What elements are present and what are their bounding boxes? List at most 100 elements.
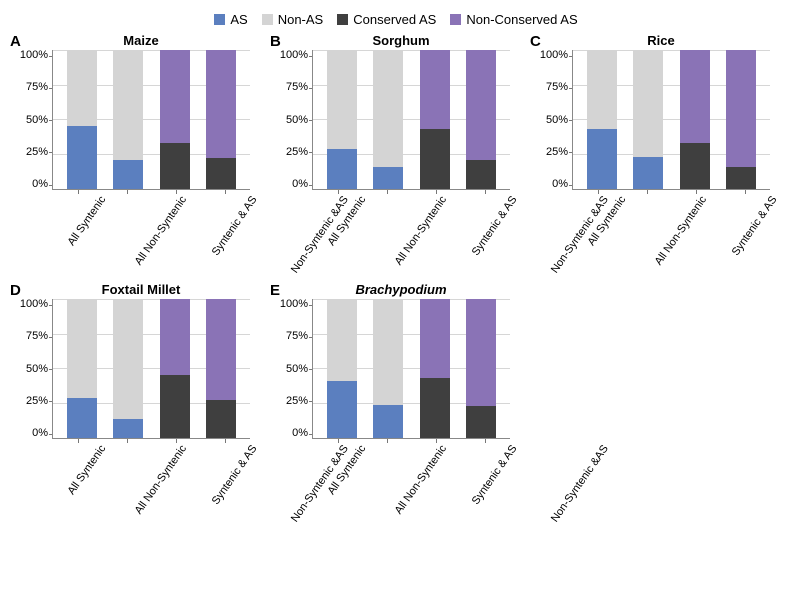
bar-segment: [633, 50, 663, 157]
plot: [572, 50, 770, 190]
chart-area: 100% 75% 50% 25% 0%: [268, 299, 510, 439]
panel-letter: D: [10, 282, 21, 299]
panel-title: Foxtail Millet: [8, 282, 250, 297]
chart-area: 100%75%50%25%0%: [8, 50, 250, 190]
bar-segment: [373, 50, 403, 167]
bar: [420, 50, 450, 189]
bar: [633, 50, 663, 189]
chart-area: 100%75%50%25%0%: [8, 299, 250, 439]
bar-segment: [206, 299, 236, 400]
legend-swatch: [262, 14, 273, 25]
y-tick-label: 50%: [286, 364, 308, 375]
y-tick-label: 0%: [552, 179, 568, 190]
bar-segment: [373, 405, 403, 438]
panel-title: Maize: [8, 33, 250, 48]
x-axis: All SyntenicAll Non-SyntenicSyntenic & A…: [8, 190, 250, 278]
bar-segment: [466, 299, 496, 406]
bar-segment: [466, 160, 496, 189]
bar: [587, 50, 617, 189]
bar-segment: [206, 158, 236, 189]
x-axis: All SyntenicAll Non-SyntenicSyntenic & A…: [268, 439, 510, 527]
panel-letter: E: [270, 282, 280, 299]
bar-segment: [160, 143, 190, 189]
chart-area: 100% 75% 50% 25% 0%: [528, 50, 770, 190]
panel-title: Brachypodium: [268, 282, 510, 297]
y-tick-label: 75%: [286, 82, 308, 93]
bar-segment: [67, 398, 97, 438]
bar: [206, 50, 236, 189]
y-tick-label: 100%: [280, 299, 308, 310]
bar-segment: [67, 299, 97, 398]
x-axis: All SyntenicAll Non-SyntenicSyntenic & A…: [8, 439, 250, 527]
y-axis: 100%75%50%25%0%: [272, 50, 312, 190]
chart-panel: AMaize100%75%50%25%0%All SyntenicAll Non…: [8, 33, 250, 278]
y-tick-label: 50%: [26, 364, 48, 375]
bar: [726, 50, 756, 189]
plot: [52, 299, 250, 439]
y-tick-label: 75%: [26, 82, 48, 93]
y-tick-label: 50%: [546, 115, 568, 126]
plot: [312, 50, 510, 190]
y-tick-label: 100%: [20, 299, 48, 310]
chart-area: 100%75%50%25%0%: [268, 50, 510, 190]
legend-label: AS: [230, 12, 247, 27]
legend: AS Non-AS Conserved AS Non-Conserved AS: [8, 12, 784, 27]
y-tick-label: 100%: [540, 50, 568, 61]
y-tick-label: 50%: [26, 115, 48, 126]
bar-segment: [680, 143, 710, 189]
bars: [313, 50, 510, 189]
y-tick-label: 75%: [546, 82, 568, 93]
bar: [113, 50, 143, 189]
bar: [160, 50, 190, 189]
bar-segment: [726, 167, 756, 189]
bar: [67, 50, 97, 189]
bar: [373, 50, 403, 189]
y-tick-label: 25%: [286, 396, 308, 407]
legend-item: AS: [214, 12, 247, 27]
y-tick-label: 100%: [20, 50, 48, 61]
bar: [327, 50, 357, 189]
y-tick-label: 75%: [286, 331, 308, 342]
bar-segment: [67, 50, 97, 126]
chart-panel: EBrachypodium 100% 75% 50% 25% 0%All Syntenic…: [268, 282, 510, 527]
bar-segment: [327, 299, 357, 381]
bar-segment: [680, 50, 710, 143]
bar-segment: [420, 378, 450, 438]
legend-label: Conserved AS: [353, 12, 436, 27]
bar-segment: [206, 50, 236, 158]
bar: [113, 299, 143, 438]
bar-segment: [726, 50, 756, 167]
bar: [206, 299, 236, 438]
x-tick-label: Non-Syntenic &AS: [548, 443, 671, 567]
panel-letter: C: [530, 33, 541, 50]
x-axis: All SyntenicAll Non-SyntenicSyntenic & A…: [528, 190, 770, 278]
bar-segment: [587, 50, 617, 129]
panel-letter: A: [10, 33, 21, 50]
bar-segment: [160, 375, 190, 438]
y-tick-label: 0%: [292, 179, 308, 190]
bar-segment: [67, 126, 97, 189]
y-tick-label: 25%: [26, 396, 48, 407]
y-axis: 100%75%50%25%0%: [12, 299, 52, 439]
bars: [313, 299, 510, 438]
bar-segment: [327, 381, 357, 438]
bar-segment: [113, 160, 143, 189]
charts-grid: AMaize100%75%50%25%0%All SyntenicAll Non…: [8, 33, 784, 527]
legend-label: Non-Conserved AS: [466, 12, 577, 27]
legend-swatch: [450, 14, 461, 25]
bar: [67, 299, 97, 438]
legend-label: Non-AS: [278, 12, 324, 27]
bar-segment: [113, 419, 143, 438]
bar: [327, 299, 357, 438]
bar: [680, 50, 710, 189]
bar: [420, 299, 450, 438]
y-axis: 100% 75% 50% 25% 0%: [532, 50, 572, 190]
y-tick-label: 75%: [26, 331, 48, 342]
legend-item: Non-AS: [262, 12, 324, 27]
y-tick-label: 25%: [546, 147, 568, 158]
y-tick-label: 0%: [292, 428, 308, 439]
bars: [53, 50, 250, 189]
bar-segment: [327, 50, 357, 149]
y-tick-label: 25%: [286, 147, 308, 158]
bar: [160, 299, 190, 438]
